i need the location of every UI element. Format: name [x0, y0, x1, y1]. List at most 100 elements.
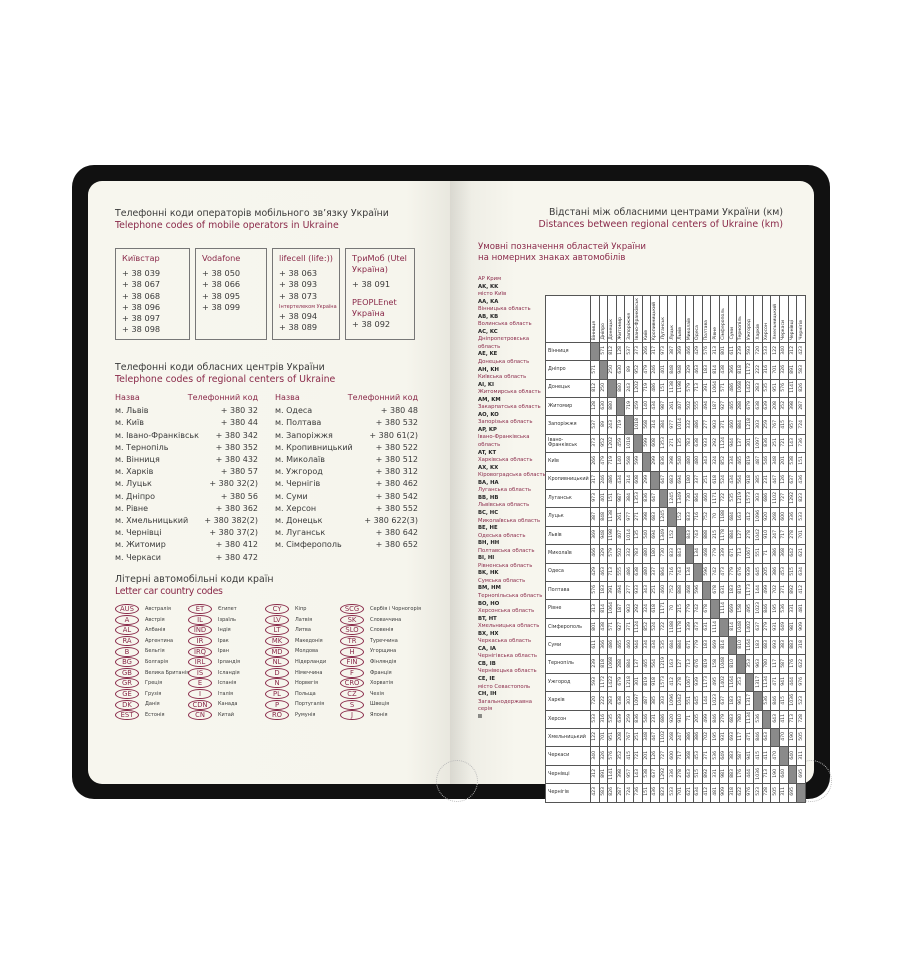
diagonal-cell	[761, 709, 772, 730]
distance-value: 1292	[661, 767, 667, 780]
distance-value: 728	[798, 713, 804, 723]
distance-value: 259	[626, 713, 632, 723]
distance-value: 576	[781, 382, 787, 392]
distance-cell: 137	[736, 433, 746, 454]
distance-value: 810	[729, 658, 735, 668]
distance-cell: 386	[684, 728, 695, 748]
country-code-item: IL Ізраїль	[188, 614, 240, 626]
distance-value: 215	[712, 530, 718, 539]
distance-value: 415	[755, 750, 761, 760]
distance-value: 337	[652, 566, 658, 576]
distance-cell: 487	[641, 691, 652, 711]
country-code-badge: LT	[265, 625, 289, 636]
column-city-name: Запоріжжя	[626, 313, 632, 340]
row-city-name: Житомир	[545, 396, 591, 417]
distance-value: 134	[686, 566, 692, 576]
distance-value: 444	[789, 677, 795, 686]
row-city-name: Суми	[545, 636, 591, 656]
diagonal-cell	[667, 507, 677, 527]
distance-cell: 1141	[607, 764, 617, 785]
distance-cell: 884	[675, 636, 686, 656]
distance-value: 941	[746, 750, 752, 760]
distance-cell: 713	[607, 562, 617, 582]
distance-value: 152	[678, 511, 684, 521]
distance-value: 892	[789, 585, 795, 594]
distance-value: 883	[729, 769, 735, 778]
distance-value: 1171	[661, 602, 667, 614]
city-name: м. Чернівці	[115, 528, 162, 538]
distance-value: 647	[652, 493, 658, 503]
distance-value: 884	[729, 530, 735, 539]
country-codes-column: CY Кіпр LV Латвія LT Литва MK Македонія MD Молдов…	[265, 604, 326, 721]
distance-value: 814	[721, 640, 727, 650]
legend-plate-codes: II	[478, 713, 482, 720]
distance-value: 833	[686, 511, 692, 521]
country-code-badge: SK	[340, 614, 364, 625]
distance-cell: 436	[796, 470, 806, 490]
distance-cell: 470	[779, 728, 789, 748]
distance-value: 505	[798, 732, 804, 742]
distance-cell: 683	[761, 636, 772, 656]
distance-cell: 583	[796, 360, 806, 380]
country-name: Іспанія	[218, 680, 237, 687]
country-code-badge: B	[115, 646, 139, 657]
distance-cell: 311	[796, 746, 806, 766]
distance-cell: 480	[641, 562, 652, 582]
distance-value: 515	[695, 769, 701, 778]
country-name: Бельгія	[145, 648, 165, 655]
distance-value: 287	[798, 401, 804, 411]
distance-value: 693	[729, 732, 735, 742]
distances-title-en: Distances between regional centers of Uk…	[538, 219, 783, 230]
distance-cell: 693	[770, 636, 781, 656]
distance-cell: 368	[779, 544, 789, 564]
distance-value: 195	[772, 603, 778, 613]
distance-cell: 727	[779, 488, 789, 509]
table-row: Вінниця 571 812 128 537 373 266 317 973 387 369 466…	[545, 341, 806, 362]
distance-cell: 903	[710, 415, 720, 435]
distance-cell: 571	[718, 378, 729, 398]
distance-value: 190	[789, 732, 795, 742]
distance-value: 727	[781, 493, 787, 503]
distance-cell: 495	[710, 672, 720, 693]
distance-cell: 292	[710, 433, 720, 454]
city-code: + 380 342	[215, 430, 258, 440]
country-code-item: LT Литва	[265, 625, 326, 636]
legend-plate-codes: BC, HC	[478, 509, 499, 516]
distance-cell: 152	[675, 507, 686, 527]
operator-code: + 38 089	[279, 322, 318, 333]
distance-value: 1067	[686, 675, 692, 688]
distance-value: 369	[678, 346, 684, 355]
distance-cell: 180	[650, 544, 660, 564]
distance-cell: 1018	[632, 415, 643, 435]
country-code-item: E Іспанія	[188, 678, 240, 689]
distance-value: 71	[764, 549, 770, 556]
distance-cell: 587	[736, 746, 746, 766]
distance-cell: 303	[753, 415, 763, 435]
distance-cell: 951	[607, 728, 617, 748]
distance-cell: 903	[624, 599, 634, 619]
legend-region-name: Чернігівська область	[478, 653, 537, 660]
distance-cell: 927	[615, 617, 626, 638]
distance-cell: 1023	[753, 599, 763, 619]
distance-value: 352	[781, 401, 787, 411]
distance-value: 1219	[738, 491, 744, 504]
distance-cell: 391	[701, 378, 712, 398]
row-city-name: Кропивницький	[545, 470, 591, 490]
distance-value: 1349	[661, 528, 667, 541]
distance-cell: 266	[590, 452, 600, 472]
distance-cell: 852	[641, 617, 652, 638]
distance-value: 719	[626, 401, 632, 411]
regional-row: м. Луганськ + 380 642	[275, 527, 418, 539]
distance-value: 1141	[789, 381, 795, 394]
distance-value: 465	[618, 640, 624, 650]
legend-region-name: Миколаївська область	[478, 517, 541, 524]
distance-cell: 987	[615, 488, 626, 509]
distance-value: 353	[738, 677, 744, 686]
distance-value: 814	[712, 364, 718, 374]
distance-value: 752	[704, 511, 710, 521]
distance-value: 135	[678, 438, 684, 447]
legend-plate-codes: BB, HB	[478, 494, 499, 501]
distance-cell: 909	[718, 783, 729, 803]
distance-cell: 122	[590, 728, 600, 748]
distance-cell: 343	[641, 580, 652, 601]
